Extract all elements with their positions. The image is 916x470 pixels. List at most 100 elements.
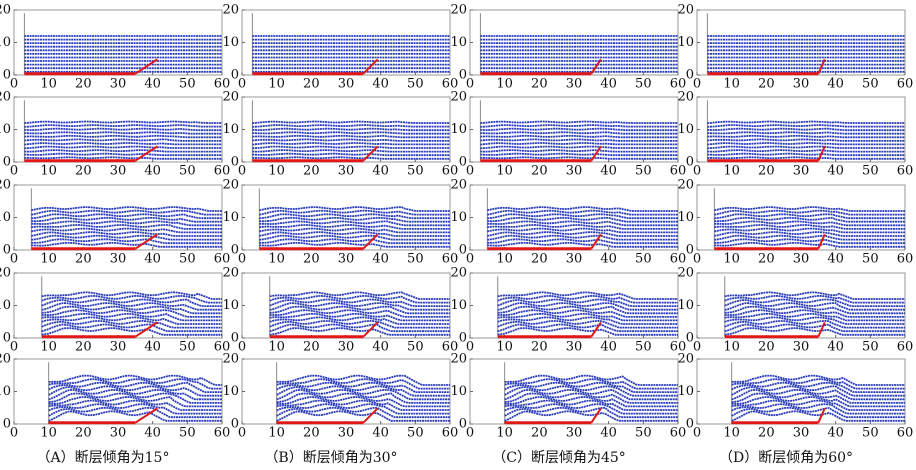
x-tick-label: 50 <box>407 340 424 355</box>
x-tick-label: 10 <box>496 252 513 267</box>
strata-layer <box>252 142 450 146</box>
y-tick-label: 10 <box>450 298 467 313</box>
x-tick-label: 20 <box>531 164 548 179</box>
y-tick-label: 20 <box>677 352 694 367</box>
strata-layer <box>707 131 905 135</box>
strata-layer <box>259 238 450 245</box>
strata-layer <box>269 316 450 325</box>
y-tick-label: 0 <box>459 417 467 432</box>
strata-layer <box>724 309 905 318</box>
x-tick-label: 20 <box>531 252 548 267</box>
strata-layer <box>252 156 450 160</box>
strata-layer <box>31 220 222 227</box>
strata-layer <box>31 216 222 223</box>
x-tick-label: 20 <box>531 77 548 92</box>
y-tick-label: 10 <box>222 122 239 137</box>
strata-layer <box>487 238 678 245</box>
panel: 0 10 20 0 10 20 30 40 50 60 <box>0 266 230 355</box>
strata-layer <box>480 142 678 146</box>
x-tick-label: 50 <box>179 77 196 92</box>
x-tick-label: 30 <box>338 252 355 267</box>
strata-layer <box>487 224 678 230</box>
x-tick-label: 20 <box>531 340 548 355</box>
strata-layer <box>480 138 678 142</box>
x-tick-label: 20 <box>75 164 92 179</box>
strata-layer <box>276 388 450 401</box>
strata-layer <box>252 131 450 135</box>
x-tick-label: 0 <box>10 340 18 355</box>
strata-layer <box>48 396 222 408</box>
x-tick-label: 30 <box>110 252 127 267</box>
y-tick-label: 20 <box>450 90 467 105</box>
x-tick-label: 50 <box>179 252 196 267</box>
y-tick-label: 10 <box>450 210 467 225</box>
x-tick-label: 0 <box>466 426 474 441</box>
x-tick-label: 40 <box>372 164 389 179</box>
strata-layer <box>731 385 905 397</box>
fault <box>590 407 602 424</box>
strata-layer <box>487 227 678 234</box>
y-tick-label: 0 <box>686 331 694 346</box>
x-tick-label: 50 <box>635 164 652 179</box>
x-tick-label: 30 <box>338 77 355 92</box>
y-tick-label: 0 <box>231 417 239 432</box>
x-tick-label: 40 <box>827 164 844 179</box>
strata-layer <box>48 381 222 394</box>
strata-layer <box>276 374 450 386</box>
strata-layer <box>707 145 905 150</box>
strata-layer <box>504 396 678 408</box>
strata-layer <box>497 298 678 308</box>
strata-layer <box>269 305 450 315</box>
strata-layer <box>497 323 678 333</box>
strata-layer <box>41 298 222 308</box>
x-tick-label: 30 <box>566 340 583 355</box>
x-tick-label: 60 <box>670 164 687 179</box>
strata-layer <box>731 374 905 386</box>
strata-layer <box>497 294 678 304</box>
strata-layer <box>48 410 222 422</box>
x-tick-label: 0 <box>238 252 246 267</box>
strata-layer <box>714 209 905 216</box>
x-tick-label: 40 <box>600 340 617 355</box>
strata-layer <box>48 385 222 397</box>
strata-layer <box>41 302 222 311</box>
x-tick-label: 30 <box>566 426 583 441</box>
x-tick-label: 0 <box>238 77 246 92</box>
strata-layer <box>276 403 450 415</box>
strata-layer <box>731 378 905 390</box>
strata-layer <box>707 152 905 157</box>
y-tick-label: 10 <box>677 298 694 313</box>
x-tick-label: 20 <box>303 77 320 92</box>
strata-layer <box>276 381 450 394</box>
y-tick-label: 10 <box>677 384 694 399</box>
y-tick-label: 20 <box>450 352 467 367</box>
x-tick-label: 20 <box>75 77 92 92</box>
y-tick-label: 20 <box>222 90 239 105</box>
strata-layer <box>487 220 678 227</box>
x-tick-label: 10 <box>496 340 513 355</box>
y-tick-label: 10 <box>222 298 239 313</box>
x-tick-label: 20 <box>758 77 775 92</box>
strata-layer <box>48 374 222 386</box>
panel: 0 10 20 0 10 20 30 40 50 60 <box>450 3 686 92</box>
strata-layer <box>24 156 222 160</box>
x-tick-label: 40 <box>827 426 844 441</box>
strata-layer <box>724 312 905 322</box>
x-tick-label: 50 <box>862 426 879 441</box>
strata-layer <box>252 127 450 132</box>
x-tick-label: 10 <box>723 164 740 179</box>
strata-layer <box>276 378 450 390</box>
strata-layer <box>24 131 222 135</box>
x-tick-label: 10 <box>40 77 57 92</box>
x-tick-label: 0 <box>693 340 701 355</box>
y-tick-label: 20 <box>0 3 11 18</box>
x-tick-label: 10 <box>268 164 285 179</box>
x-tick-label: 40 <box>600 164 617 179</box>
x-tick-label: 10 <box>723 77 740 92</box>
fault <box>134 145 158 162</box>
x-tick-label: 60 <box>670 340 687 355</box>
x-tick-label: 60 <box>442 77 459 92</box>
strata-layer <box>41 316 222 325</box>
strata-layer <box>269 323 450 333</box>
panel: 0 10 20 0 10 20 30 40 50 60 <box>0 178 230 267</box>
